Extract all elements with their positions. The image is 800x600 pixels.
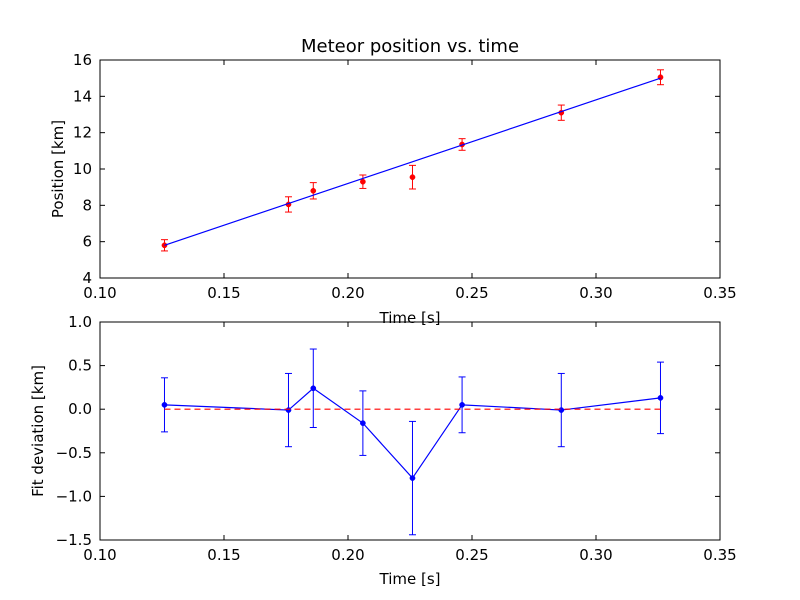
x-tick-label: 0.25 bbox=[455, 284, 488, 302]
data-point bbox=[310, 187, 317, 194]
bottom-x-axis-label: Time [s] bbox=[379, 570, 441, 588]
bottom-y-axis-label: Fit deviation [km] bbox=[29, 365, 47, 497]
y-tick-label: 12 bbox=[73, 124, 92, 142]
data-point bbox=[409, 475, 416, 481]
data-point bbox=[161, 401, 168, 408]
series-0 bbox=[160, 69, 664, 252]
x-tick-label: 0.30 bbox=[579, 546, 612, 564]
data-point bbox=[360, 420, 366, 427]
x-tick-label: 0.35 bbox=[703, 284, 736, 302]
x-tick-label: 0.35 bbox=[703, 546, 736, 564]
y-tick-label: 16 bbox=[73, 51, 92, 69]
plot-frame bbox=[99, 59, 721, 279]
chart-title: Meteor position vs. time bbox=[301, 36, 519, 57]
data-point bbox=[409, 174, 416, 181]
x-tick-label: 0.30 bbox=[579, 284, 612, 302]
y-tick-label: 0.0 bbox=[68, 400, 92, 418]
deviation-panel: 0.10 0.15 0.20 0.25 0.30 0.35 −1.5 −1.0 −0.5 0.0 0… bbox=[56, 313, 737, 564]
top-x-axis-label: Time [s] bbox=[379, 309, 441, 327]
data-point bbox=[285, 407, 292, 413]
y-tick-label: 4 bbox=[82, 269, 92, 287]
y-tick-label: −0.5 bbox=[56, 444, 92, 462]
y-tick-label: −1.0 bbox=[56, 487, 92, 505]
plot-frame bbox=[99, 321, 721, 541]
data-point bbox=[310, 385, 317, 392]
x-tick-label: 0.15 bbox=[207, 546, 240, 564]
y-tick-label: 0.5 bbox=[68, 357, 92, 375]
x-tick-label: 0.10 bbox=[83, 546, 116, 564]
y-tick-label: 1.0 bbox=[68, 313, 92, 331]
x-tick-label: 0.20 bbox=[331, 546, 364, 564]
x-tick-label: 0.15 bbox=[207, 284, 240, 302]
y-tick-label: −1.5 bbox=[56, 531, 92, 549]
x-tick-label: 0.25 bbox=[455, 546, 488, 564]
y-tick-label: 14 bbox=[73, 87, 92, 105]
data-point bbox=[558, 407, 565, 413]
y-tick-label: 6 bbox=[82, 233, 92, 251]
data-point bbox=[459, 401, 465, 408]
data-point bbox=[657, 395, 664, 401]
y-tick-label: 10 bbox=[73, 160, 92, 178]
position-panel: 0.10 0.15 0.20 0.25 0.30 0.35 4 6 8 10 12 14 16 bbox=[73, 51, 737, 302]
data-point bbox=[360, 178, 366, 185]
y-tick-label: 8 bbox=[82, 196, 92, 214]
x-tick-label: 0.20 bbox=[331, 284, 364, 302]
series-1 bbox=[164, 77, 661, 246]
x-tick-label: 0.10 bbox=[83, 284, 116, 302]
series-0 bbox=[160, 348, 664, 536]
top-y-axis-label: Position [km] bbox=[49, 120, 67, 218]
fit-line bbox=[164, 77, 661, 246]
